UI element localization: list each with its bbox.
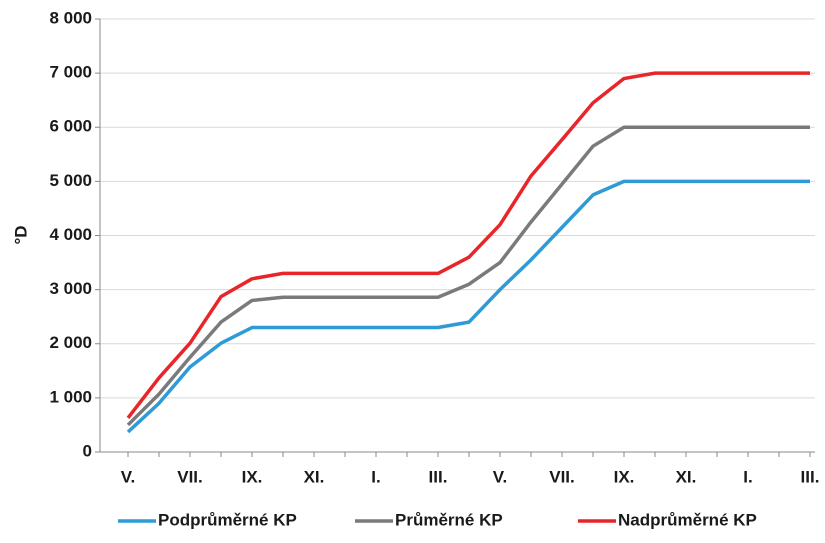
x-tick-label: VII. [549,467,575,486]
x-tick-label: VII. [177,467,203,486]
y-tick-label: 2 000 [49,333,92,352]
x-tick-label: IX. [614,467,635,486]
y-tick-label: 1 000 [49,387,92,406]
y-tick-label: 8 000 [49,8,92,27]
series-line [126,125,810,427]
x-tick-label: V. [493,467,508,486]
y-tick-label: 4 000 [49,225,92,244]
x-tick-label: XI. [676,467,697,486]
x-tick-label: I. [743,467,752,486]
legend-label: Průměrné KP [395,510,503,529]
x-tick-label: I. [371,467,380,486]
x-tick-label: III. [801,467,820,486]
legend-label: Podprůměrné KP [158,510,297,529]
y-tick-label: 7 000 [49,63,92,82]
y-tick-label: 6 000 [49,117,92,136]
y-tick-label: 3 000 [49,279,92,298]
x-tick-label: XI. [304,467,325,486]
y-tick-label: 0 [83,441,92,460]
legend-label: Nadprůměrné KP [618,510,757,529]
x-tick-label: IX. [242,467,263,486]
series-line [126,71,810,419]
x-tick-label: III. [429,467,448,486]
x-tick-label: V. [121,467,136,486]
y-tick-label: 5 000 [49,171,92,190]
y-axis-label: °D [11,225,30,244]
series-line [126,179,810,434]
